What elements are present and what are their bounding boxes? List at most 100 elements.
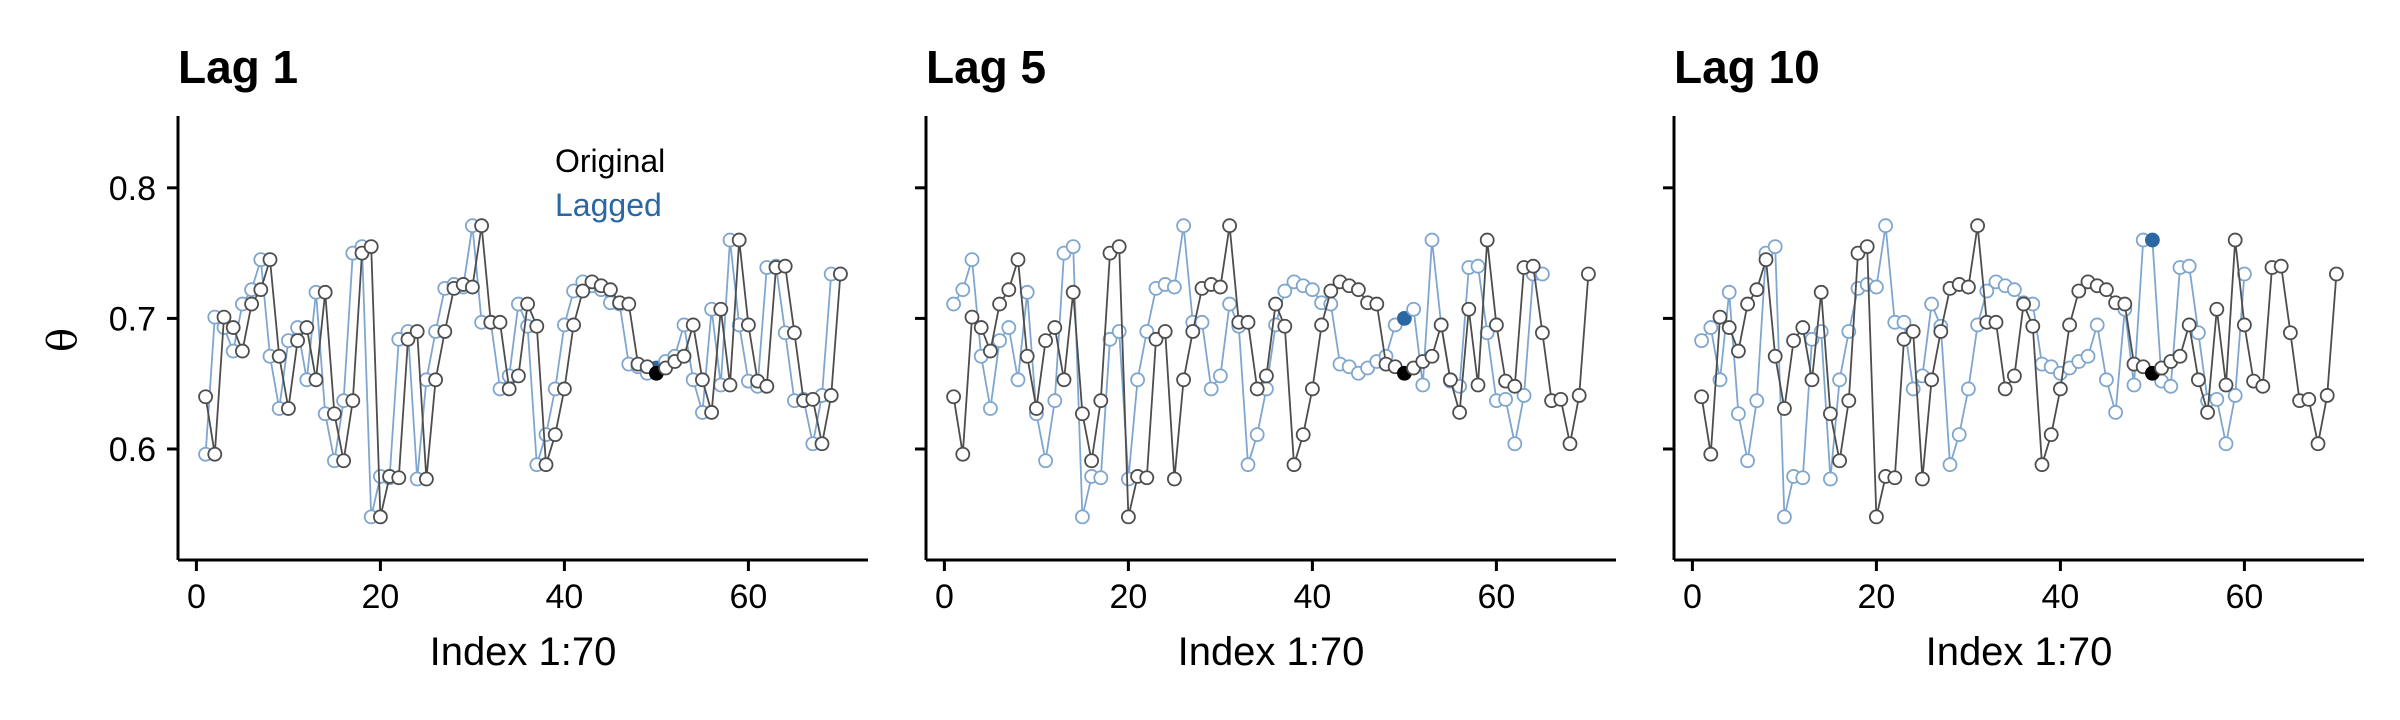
data-point-lagged (1942, 457, 1958, 473)
data-point-original (363, 239, 379, 254)
series-line-original (204, 225, 842, 518)
highlight-point-lagged (1397, 311, 1412, 326)
data-point-original (464, 279, 480, 295)
data-point-original (1525, 258, 1541, 274)
data-point-lagged (1222, 296, 1237, 312)
data-point-original (1084, 453, 1099, 469)
data-point-original (1305, 381, 1320, 397)
data-point-original (1019, 348, 1035, 364)
data-point-original (326, 406, 342, 422)
data-point-lagged (1721, 284, 1737, 300)
data-point-original (1176, 372, 1191, 388)
data-point-original (1581, 266, 1596, 282)
data-point-original (676, 348, 692, 364)
data-point-original (336, 453, 352, 469)
data-point-original (1314, 317, 1329, 333)
data-point-original (1010, 252, 1026, 268)
data-point-original (225, 320, 241, 335)
data-point-lagged (1305, 282, 1320, 298)
data-point-original (501, 381, 517, 397)
data-point-lagged (1694, 333, 1709, 349)
data-point-lagged (983, 401, 998, 416)
data-point-original (1703, 446, 1719, 462)
data-point-original (299, 320, 315, 335)
data-point-lagged (2080, 348, 2096, 364)
data-point-original (1351, 282, 1366, 298)
x-tick-label: 0 (935, 578, 954, 616)
panel-title: Lag 1 (178, 41, 298, 93)
x-tick-label: 60 (2225, 578, 2263, 616)
data-point-original (992, 296, 1007, 312)
data-point-original (1185, 324, 1201, 339)
data-point-lagged (1516, 388, 1532, 403)
data-point-original (547, 427, 563, 443)
data-point-original (234, 343, 250, 359)
data-point-original (1924, 372, 1939, 388)
data-point-lagged (1240, 457, 1256, 473)
data-point-original (2236, 317, 2252, 333)
plot-area: 0 20 40 60 0.6 0.7 0.8 Index 1:70 (109, 116, 868, 674)
data-point-original (603, 282, 618, 298)
data-point-original (2319, 388, 2335, 403)
data-point-original (1268, 296, 1283, 312)
data-point-original (557, 381, 572, 397)
data-point-lagged (1111, 324, 1127, 339)
data-point-original (1139, 470, 1155, 486)
series-line-lagged (204, 225, 841, 518)
data-point-lagged (1010, 372, 1026, 388)
data-point-original (1323, 283, 1339, 299)
data-point-lagged (2190, 325, 2206, 341)
data-point-lagged (2163, 378, 2179, 394)
data-point-original (492, 314, 508, 330)
data-point-lagged (2089, 317, 2105, 333)
data-point-original (1915, 471, 1930, 487)
x-tick-label: 0 (187, 578, 206, 616)
data-point-original (1470, 377, 1486, 393)
data-point-lagged (1415, 377, 1431, 393)
data-point-original (308, 372, 324, 388)
x-tick-label: 40 (2041, 578, 2079, 616)
data-point-original (1148, 331, 1164, 347)
data-point-original (2282, 325, 2298, 341)
x-axis-label: Index 1:70 (1178, 630, 1365, 674)
data-point-original (983, 343, 998, 359)
data-point-lagged (1869, 279, 1884, 295)
data-point-lagged (2209, 391, 2225, 407)
data-point-original (1961, 279, 1976, 295)
data-point-lagged (2218, 436, 2234, 452)
data-point-original (1571, 388, 1587, 403)
data-point-original (1905, 324, 1921, 339)
data-point-original (1443, 372, 1458, 388)
x-tick-label: 20 (1109, 578, 1147, 616)
data-point-lagged (946, 296, 961, 312)
data-point-original (391, 470, 407, 486)
data-point-lagged (1213, 368, 1228, 384)
data-point-original (2172, 348, 2188, 364)
data-point-original (695, 372, 710, 388)
data-point-original (1433, 317, 1449, 333)
data-point-original (1749, 282, 1765, 298)
data-point-original (1424, 348, 1440, 364)
data-point-original (271, 348, 287, 364)
data-point-original (1213, 279, 1228, 295)
highlight-point-lagged (2144, 232, 2160, 248)
x-tick-label: 0 (1683, 578, 1702, 616)
data-point-original (345, 393, 361, 409)
data-point-original (1489, 317, 1504, 333)
data-point-lagged (1896, 314, 1912, 330)
data-point-lagged (1038, 453, 1053, 469)
data-point-original (290, 333, 306, 349)
data-point-original (1832, 453, 1847, 469)
data-point-original (244, 296, 260, 312)
data-point-original (1065, 284, 1081, 300)
data-point-lagged (1019, 284, 1035, 300)
data-point-original (823, 388, 839, 403)
data-point-original (317, 284, 333, 300)
data-point-original (833, 266, 848, 282)
data-point-original (198, 389, 214, 405)
data-point-lagged (1470, 258, 1486, 274)
data-point-original (1001, 282, 1017, 298)
data-point-lagged (1767, 239, 1783, 254)
data-point-original (1029, 401, 1044, 416)
